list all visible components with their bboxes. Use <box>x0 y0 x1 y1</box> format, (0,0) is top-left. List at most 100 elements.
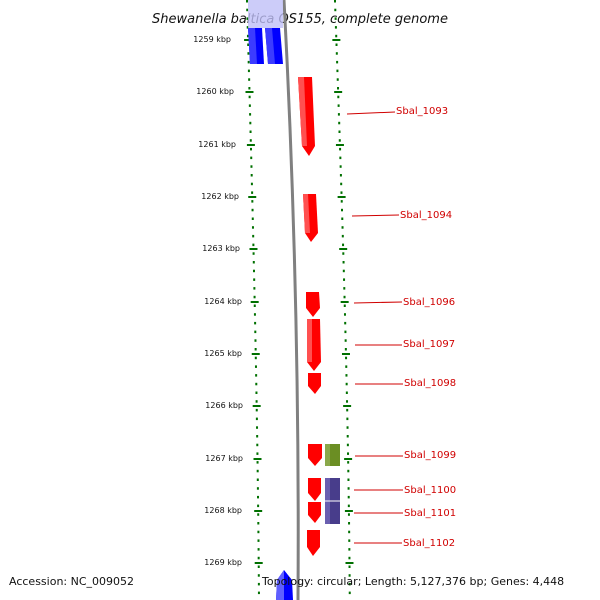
ruler-dot <box>343 313 346 316</box>
label-sbal-1102[interactable]: Sbal_1102 <box>403 538 455 549</box>
ruler-dot <box>255 391 258 394</box>
ruler-dot <box>340 191 343 194</box>
ruler-dot <box>341 234 344 238</box>
ruler-dot <box>246 0 248 3</box>
ruler-dot <box>346 417 349 421</box>
ruler-major-tick <box>254 510 263 512</box>
ruler-dot <box>248 95 251 99</box>
ruler-dot <box>344 321 347 325</box>
ruler-dot <box>348 565 351 568</box>
ruler-dot <box>247 69 250 73</box>
ruler-dot <box>335 34 338 38</box>
ruler-dot <box>342 269 345 273</box>
ruler-dot <box>255 374 258 377</box>
gene-sbal-1093-shade <box>298 77 307 146</box>
ruler-dot <box>251 217 254 220</box>
ruler-major-tick <box>254 562 263 564</box>
label-sbal-1096[interactable]: Sbal_1096 <box>403 297 455 308</box>
ruler-dot <box>256 443 259 447</box>
ruler-major-tick <box>244 39 253 41</box>
label-sbal-1094[interactable]: Sbal_1094 <box>400 210 452 221</box>
kbp-scale: 1259 kbp 1260 kbp 1261 kbp 1262 kbp 1263… <box>193 35 243 567</box>
ruler-dot <box>252 269 255 273</box>
ruler-dot <box>249 121 252 125</box>
gene-sbal-1097-shade <box>307 319 312 362</box>
ruler-dot <box>346 443 349 447</box>
ruler-dot <box>341 226 344 229</box>
right-dotted-ruler <box>332 0 354 595</box>
ruler-dot <box>347 513 350 516</box>
ruler-dot <box>252 234 255 238</box>
label-sbal-1100[interactable]: Sbal_1100 <box>404 485 456 496</box>
ruler-dot <box>337 113 340 116</box>
ruler-dot <box>253 295 256 299</box>
ruler-dot <box>254 330 257 334</box>
ruler-dot <box>252 261 255 264</box>
ruler-dot <box>250 174 253 177</box>
kbp-label-1267: 1267 kbp <box>205 454 243 463</box>
ruler-dot <box>251 200 254 203</box>
kbp-label-1264: 1264 kbp <box>204 297 242 306</box>
ruler-dot <box>343 287 346 290</box>
ruler-dot <box>250 165 253 168</box>
ruler-dot <box>343 304 346 307</box>
ruler-major-tick <box>245 91 254 93</box>
ruler-major-tick <box>253 458 262 460</box>
label-sbal-1099[interactable]: Sbal_1099 <box>404 450 456 461</box>
ruler-dot <box>257 556 260 560</box>
ruler-dot <box>256 426 259 429</box>
ruler-dot <box>249 130 252 133</box>
ruler-major-tick <box>334 91 343 93</box>
label-sbal-1101[interactable]: Sbal_1101 <box>404 508 456 519</box>
ruler-dot <box>345 356 348 360</box>
kbp-label-1262: 1262 kbp <box>201 192 239 201</box>
ruler-dot <box>249 139 252 142</box>
ruler-dot <box>337 104 340 107</box>
ruler-dot <box>346 408 349 412</box>
blue-overlay <box>248 0 283 28</box>
label-sbal-1093[interactable]: Sbal_1093 <box>396 106 448 117</box>
ruler-dot <box>347 495 350 499</box>
ruler-major-tick <box>344 510 353 512</box>
ruler-dot <box>257 565 260 568</box>
ruler-dot <box>337 87 340 90</box>
forward-strand-features <box>298 77 322 556</box>
ruler-dot <box>257 530 260 534</box>
ruler-dot <box>347 461 350 464</box>
kbp-label-1259: 1259 kbp <box>193 35 231 44</box>
ruler-dot <box>256 435 259 438</box>
ruler-dot <box>348 530 351 534</box>
ruler-dot <box>346 400 349 403</box>
ruler-dot <box>334 17 337 20</box>
ruler-dot <box>339 156 342 160</box>
ruler-dot <box>348 548 351 551</box>
ruler-dot <box>338 139 341 142</box>
kbp-label-1261: 1261 kbp <box>198 140 236 149</box>
gene-feature-reverse <box>265 28 283 64</box>
label-sbal-1097[interactable]: Sbal_1097 <box>403 339 455 350</box>
gene-sbal-1098 <box>308 373 321 394</box>
gene-sbal-1099 <box>308 444 322 466</box>
ruler-dot <box>246 17 249 20</box>
label-sbal-1098[interactable]: Sbal_1098 <box>404 378 456 389</box>
ruler-dot <box>256 461 259 464</box>
ruler-dot <box>250 156 253 160</box>
kbp-label-1266: 1266 kbp <box>205 401 243 410</box>
ruler-dot <box>348 539 351 542</box>
ruler-dot <box>339 147 342 151</box>
ruler-dot <box>336 78 339 81</box>
ruler-dot <box>344 330 347 334</box>
ruler-dot <box>346 435 349 438</box>
ruler-dot <box>339 165 342 168</box>
ruler-dot <box>348 556 351 560</box>
ruler-major-tick <box>249 248 258 250</box>
ruler-major-tick <box>251 353 260 355</box>
ruler-major-tick <box>343 405 352 407</box>
ruler-dot <box>257 522 260 525</box>
ruler-dot <box>247 60 250 64</box>
ruler-dot <box>255 417 258 421</box>
ruler-major-tick <box>345 562 354 564</box>
ruler-major-tick <box>250 301 259 303</box>
gene-feature-reverse-highlight <box>276 570 284 600</box>
gene-labels: Sbal_1093 Sbal_1094 Sbal_1096 Sbal_1097 … <box>396 106 456 549</box>
